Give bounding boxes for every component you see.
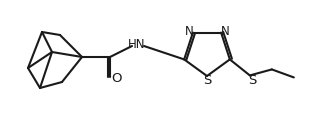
Text: HN: HN bbox=[128, 38, 146, 51]
Text: S: S bbox=[248, 74, 256, 87]
Text: N: N bbox=[221, 25, 229, 38]
Text: O: O bbox=[112, 72, 122, 86]
Text: N: N bbox=[185, 25, 193, 38]
Text: S: S bbox=[203, 74, 211, 88]
